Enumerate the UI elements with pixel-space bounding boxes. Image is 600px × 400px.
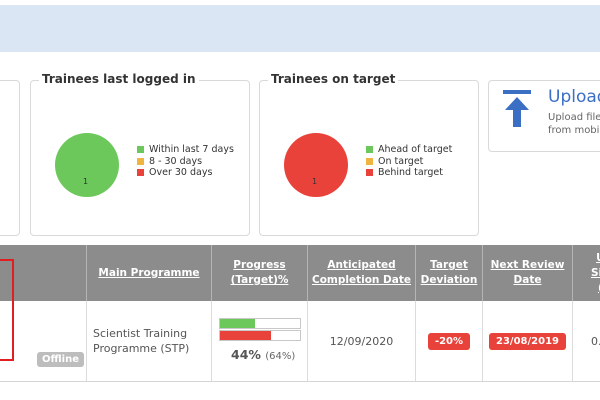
legend-swatch — [137, 146, 144, 154]
progress-bar-fill — [220, 319, 256, 328]
legend: Within last 7 days 8 - 30 days Over 30 d… — [137, 144, 234, 179]
deviation-badge: -20% — [427, 332, 471, 350]
row-cell-main-programme: Scientist Training Programme (STP) — [87, 301, 212, 381]
header-cell-next-review: Next Review Date — [483, 245, 573, 301]
row-cell-progress — [212, 301, 308, 381]
upload-panel[interactable]: Upload Upload file from mobi — [488, 80, 600, 152]
pie-chart[interactable]: 1 — [284, 133, 348, 197]
header-cell-main-programme: Main Programme — [87, 245, 212, 301]
panel-title: Trainees last logged in — [39, 72, 199, 86]
left-panel-partial — [0, 80, 20, 236]
header-cell-progress: Progress (Target)% — [212, 245, 308, 301]
upload-arrow-icon — [503, 90, 531, 127]
table-row[interactable]: Scientist Training Programme (STP) 12/09… — [0, 301, 600, 382]
legend-swatch — [366, 146, 373, 154]
legend-item[interactable]: Over 30 days — [137, 167, 234, 179]
header-cell-deviation: Target Deviation — [416, 245, 483, 301]
sort-link-progress[interactable]: Progress (Target)% — [230, 259, 289, 286]
completion-date: 12/09/2020 — [329, 334, 394, 348]
legend-item[interactable]: Ahead of target — [366, 144, 452, 156]
legend-label: Over 30 days — [149, 167, 213, 178]
row-cell-next-review: 23/08/2019 — [483, 301, 573, 381]
upload-title: Upload — [548, 87, 600, 107]
legend-label: 8 - 30 days — [149, 155, 203, 167]
row-selection-highlight — [0, 259, 14, 361]
upload-subtitle-line: from mobi — [548, 125, 600, 136]
panel-title: Trainees on target — [268, 72, 399, 86]
next-review-badge: 23/08/2019 — [489, 332, 566, 350]
sort-link-completion-date[interactable]: Anticipated Completion Date — [311, 259, 411, 286]
legend-label: On target — [378, 155, 424, 167]
row-cell-deviation: -20% — [416, 301, 483, 381]
legend-label: Within last 7 days — [149, 144, 234, 155]
legend-label: Ahead of target — [378, 144, 453, 155]
progress-bar — [219, 318, 301, 329]
pie-count-label: 1 — [312, 177, 318, 186]
sort-link-main-programme[interactable]: Main Programme — [98, 266, 200, 279]
legend-label: Behind target — [378, 167, 443, 178]
upload-subtitle-line: Upload file — [548, 112, 600, 123]
row-cell-partial: 0. — [573, 301, 600, 381]
header-cell-partial: USig( — [573, 245, 600, 301]
progress-value: 44% (64%) — [231, 347, 296, 362]
trainees-last-logged-in-panel: Trainees last logged in 1 Within last 7 … — [30, 72, 250, 236]
header-cell-completion: Anticipated Completion Date — [308, 245, 416, 301]
sort-link-partial[interactable]: USig( — [591, 252, 600, 294]
legend-swatch — [137, 157, 144, 165]
pie-chart[interactable]: 1 — [55, 133, 119, 197]
partial-value: 0. — [591, 334, 600, 348]
legend-swatch — [137, 169, 144, 177]
top-banner — [0, 5, 600, 52]
legend-swatch — [366, 157, 373, 165]
progress-bars — [219, 318, 301, 341]
legend-item[interactable]: On target — [366, 156, 452, 168]
target-bar-fill — [220, 331, 272, 340]
legend-item[interactable]: Behind target — [366, 167, 452, 179]
legend-swatch — [366, 169, 373, 177]
legend: Ahead of target On target Behind target — [366, 144, 452, 179]
legend-item[interactable]: Within last 7 days — [137, 144, 234, 156]
row-cell-completion-date: 12/09/2020 — [308, 301, 416, 381]
legend-item[interactable]: 8 - 30 days — [137, 156, 234, 168]
upload-subtitle: Upload file from mobi — [548, 111, 600, 137]
status-badge: Offline — [37, 352, 84, 367]
sort-link-next-review-date[interactable]: Next Review Date — [490, 259, 565, 286]
row-cell-trainee — [0, 301, 87, 381]
trainees-on-target-panel: Trainees on target 1 Ahead of target On … — [259, 72, 479, 236]
header-cell-empty — [0, 245, 87, 301]
sort-link-target-deviation[interactable]: Target Deviation — [420, 259, 478, 286]
target-bar — [219, 330, 301, 341]
table-header: Main Programme Progress (Target)% Anticip… — [0, 245, 600, 301]
pie-count-label: 1 — [83, 177, 89, 186]
main-programme-text: Scientist Training Programme (STP) — [93, 327, 190, 355]
